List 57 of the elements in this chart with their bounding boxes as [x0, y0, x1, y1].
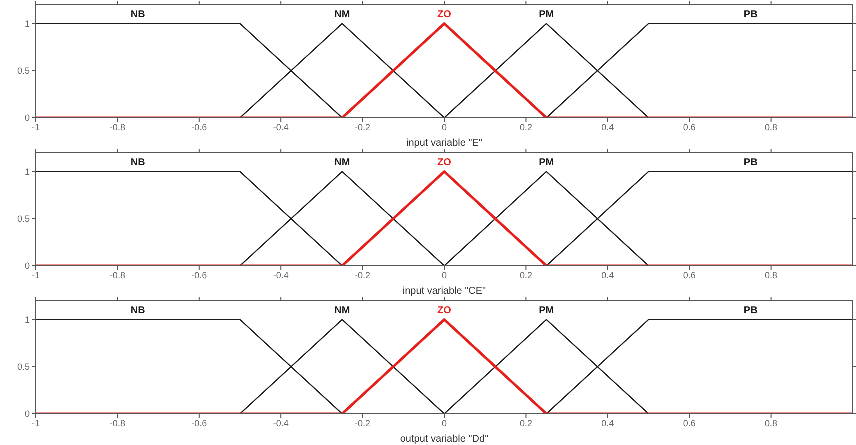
- x-tick-label: 0.2: [520, 270, 532, 280]
- x-tick-label: 0: [442, 122, 448, 132]
- x-tick-label: -0.8: [110, 418, 126, 428]
- series-label: ZO: [438, 306, 452, 317]
- series-label: ZO: [438, 158, 452, 169]
- x-tick-label: -0.8: [110, 270, 126, 280]
- y-tick-label: 0.5: [17, 66, 30, 76]
- y-tick-label: 0.5: [17, 214, 30, 224]
- x-tick-label: -0.6: [192, 122, 208, 132]
- x-tick-label: -1: [32, 270, 40, 280]
- x-tick-label: 0.6: [683, 418, 696, 428]
- y-tick-label: 0: [24, 409, 30, 420]
- series-label: PB: [744, 306, 758, 317]
- series-label: ZO: [438, 10, 452, 21]
- series-label: NM: [334, 306, 350, 317]
- x-tick-label: -0.4: [273, 418, 289, 428]
- x-tick-label: 0.6: [683, 122, 696, 132]
- x-tick-label: 0.2: [520, 418, 532, 428]
- x-tick-label: 0.8: [765, 270, 778, 280]
- x-tick-label: -0.2: [355, 122, 371, 132]
- x-tick-label: -1: [32, 122, 40, 132]
- x-axis-title: output variable "Dd": [400, 434, 490, 445]
- x-tick-label: -0.2: [355, 270, 371, 280]
- y-tick-label: 1: [24, 19, 30, 30]
- x-tick-label: 0.8: [765, 122, 778, 132]
- x-tick-label: 0.2: [520, 122, 532, 132]
- x-tick-label: -0.8: [110, 122, 126, 132]
- series-label: PM: [539, 10, 554, 21]
- series-label: PB: [744, 158, 758, 169]
- x-axis-title: input variable "E": [406, 138, 483, 149]
- x-tick-label: -0.4: [273, 122, 289, 132]
- y-tick-label: 0: [24, 261, 30, 272]
- x-tick-label: -0.6: [192, 418, 208, 428]
- x-tick-label: 0.4: [602, 418, 614, 428]
- x-tick-label: 0.8: [765, 418, 778, 428]
- y-tick-label: 1: [24, 315, 30, 326]
- series-label: NB: [130, 158, 146, 169]
- x-tick-label: -0.4: [273, 270, 289, 280]
- series-label: NB: [130, 306, 146, 317]
- series-label: NM: [334, 10, 350, 21]
- series-label: PB: [744, 10, 758, 21]
- series-label: PM: [539, 306, 554, 317]
- x-tick-label: 0: [442, 270, 448, 280]
- x-axis-title: input variable "CE": [402, 286, 487, 297]
- x-tick-label: 0.4: [602, 270, 614, 280]
- series-label: PM: [539, 158, 554, 169]
- x-tick-label: 0.4: [602, 122, 614, 132]
- x-tick-label: 0: [442, 418, 448, 428]
- y-tick-label: 0.5: [17, 362, 30, 372]
- series-label: NB: [130, 10, 146, 21]
- x-tick-label: 0.6: [683, 270, 696, 280]
- y-tick-label: 0: [24, 113, 30, 124]
- series-label: NM: [334, 158, 350, 169]
- x-tick-label: -0.6: [192, 270, 208, 280]
- y-tick-label: 1: [24, 167, 30, 178]
- x-tick-label: -1: [32, 418, 40, 428]
- x-tick-label: -0.2: [355, 418, 371, 428]
